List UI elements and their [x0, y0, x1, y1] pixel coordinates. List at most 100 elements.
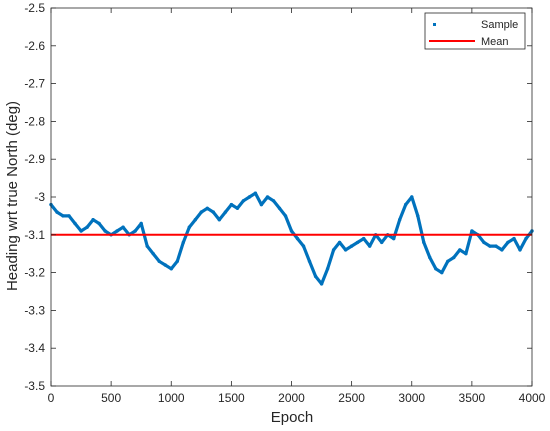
- series-sample-point: [380, 240, 384, 245]
- legend-sample-marker: [433, 23, 436, 26]
- series-sample-point: [440, 270, 444, 275]
- y-tick-label: -2.9: [24, 152, 45, 166]
- axes: 0 500 1000 1500 2000 2500 3000 3500 4000 -3.5 -3.4…: [24, 1, 545, 405]
- x-tick-label: 2000: [278, 391, 305, 405]
- y-tick-label: -2.7: [24, 77, 45, 91]
- series-sample-point: [193, 218, 197, 222]
- series-sample-point: [199, 210, 203, 214]
- series-sample-point: [223, 210, 228, 214]
- series-sample-point: [524, 236, 528, 241]
- x-axis-label: Epoch: [271, 409, 314, 426]
- series-sample-point: [289, 229, 294, 233]
- series-sample-point: [157, 259, 161, 263]
- series-sample-point: [115, 229, 119, 233]
- series-sample-point: [91, 218, 95, 222]
- x-tick-label: 3000: [398, 391, 425, 405]
- x-tick-label: 4000: [519, 391, 546, 405]
- series-sample-point: [500, 248, 504, 252]
- series-sample-point: [362, 236, 366, 241]
- series-sample-point: [151, 252, 155, 256]
- series-sample-point: [518, 248, 522, 252]
- legend-box: [424, 12, 526, 50]
- series-sample-point: [79, 229, 83, 233]
- series-sample-point: [163, 263, 167, 267]
- series-sample-point: [470, 229, 474, 233]
- series-sample-point: [368, 244, 372, 248]
- series-sample-point: [325, 267, 330, 271]
- y-tick-label: -2.6: [24, 39, 45, 53]
- series-sample-point: [283, 214, 288, 218]
- series-sample-point: [265, 195, 270, 199]
- x-tick-label: 1500: [218, 391, 245, 405]
- series-sample-point: [512, 236, 516, 241]
- y-tick-label: -3.5: [24, 379, 45, 393]
- legend-mean-label: Mean: [481, 36, 509, 48]
- series-sample-point: [217, 218, 221, 222]
- series-sample-point: [103, 229, 107, 233]
- series-sample-point: [85, 225, 89, 229]
- series-sample-point: [241, 199, 246, 203]
- series-sample-point: [247, 195, 252, 199]
- series-sample-point: [416, 214, 420, 218]
- y-tick-label: -3.2: [24, 266, 45, 280]
- legend-sample-label: Sample: [481, 19, 518, 31]
- series-sample-point: [133, 229, 137, 233]
- x-tick-label: 0: [48, 391, 55, 405]
- series-sample-point: [313, 274, 318, 279]
- series-sample-point: [271, 199, 276, 203]
- legend: Sample Mean: [424, 12, 526, 50]
- series-sample-point: [488, 244, 492, 248]
- series-sample-point: [277, 206, 282, 210]
- series-sample-point: [343, 248, 348, 252]
- series-sample-point: [121, 225, 125, 229]
- series-sample-point: [355, 240, 360, 245]
- series-sample-point: [404, 202, 408, 207]
- series-sample-point: [392, 236, 396, 241]
- series-sample-point: [61, 214, 65, 218]
- plot-area: [49, 191, 534, 286]
- series-sample-point: [319, 282, 324, 286]
- series-sample-point: [97, 221, 101, 226]
- series-sample-point: [506, 240, 510, 245]
- series-sample-point: [446, 259, 450, 263]
- series-sample-point: [458, 248, 462, 252]
- series-sample-point: [295, 236, 300, 241]
- series-sample-point: [434, 267, 438, 271]
- series-sample-point: [205, 206, 209, 210]
- y-axis-label: Heading wrt true North (deg): [4, 101, 21, 291]
- x-tick-label: 2500: [338, 391, 365, 405]
- y-tick-label: -3: [34, 190, 45, 204]
- series-sample-point: [398, 218, 402, 222]
- series-sample-point: [301, 244, 306, 248]
- series-sample-point: [175, 259, 179, 263]
- y-tick-label: -3.4: [24, 341, 45, 355]
- series-sample-point: [494, 244, 498, 248]
- y-tick-label: -3.1: [24, 228, 45, 242]
- series-sample-point: [307, 259, 312, 263]
- series-sample-point: [229, 202, 234, 207]
- series-sample-point: [211, 210, 215, 214]
- series-sample-point: [464, 252, 468, 256]
- x-tick-label: 3500: [459, 391, 486, 405]
- series-sample-point: [410, 195, 414, 199]
- series-sample-point: [169, 267, 173, 271]
- series-sample-point: [67, 214, 71, 218]
- series-sample-point: [73, 221, 77, 226]
- series-sample-point: [422, 240, 426, 245]
- series-sample-point: [253, 191, 258, 195]
- series-sample-point: [55, 210, 59, 214]
- series-sample-point: [181, 240, 185, 245]
- series-sample-point: [349, 244, 354, 248]
- y-tick-label: -3.3: [24, 303, 45, 317]
- y-tick-label: -2.5: [24, 1, 45, 15]
- series-sample-point: [259, 202, 264, 207]
- series-sample-point: [337, 240, 342, 245]
- series-sample-point: [482, 240, 486, 245]
- series-sample-point: [331, 248, 336, 252]
- x-tick-label: 500: [101, 391, 121, 405]
- series-sample-point: [452, 255, 456, 260]
- series-sample-point: [145, 244, 149, 248]
- series-sample-point: [428, 255, 432, 260]
- series-sample-point: [187, 225, 191, 229]
